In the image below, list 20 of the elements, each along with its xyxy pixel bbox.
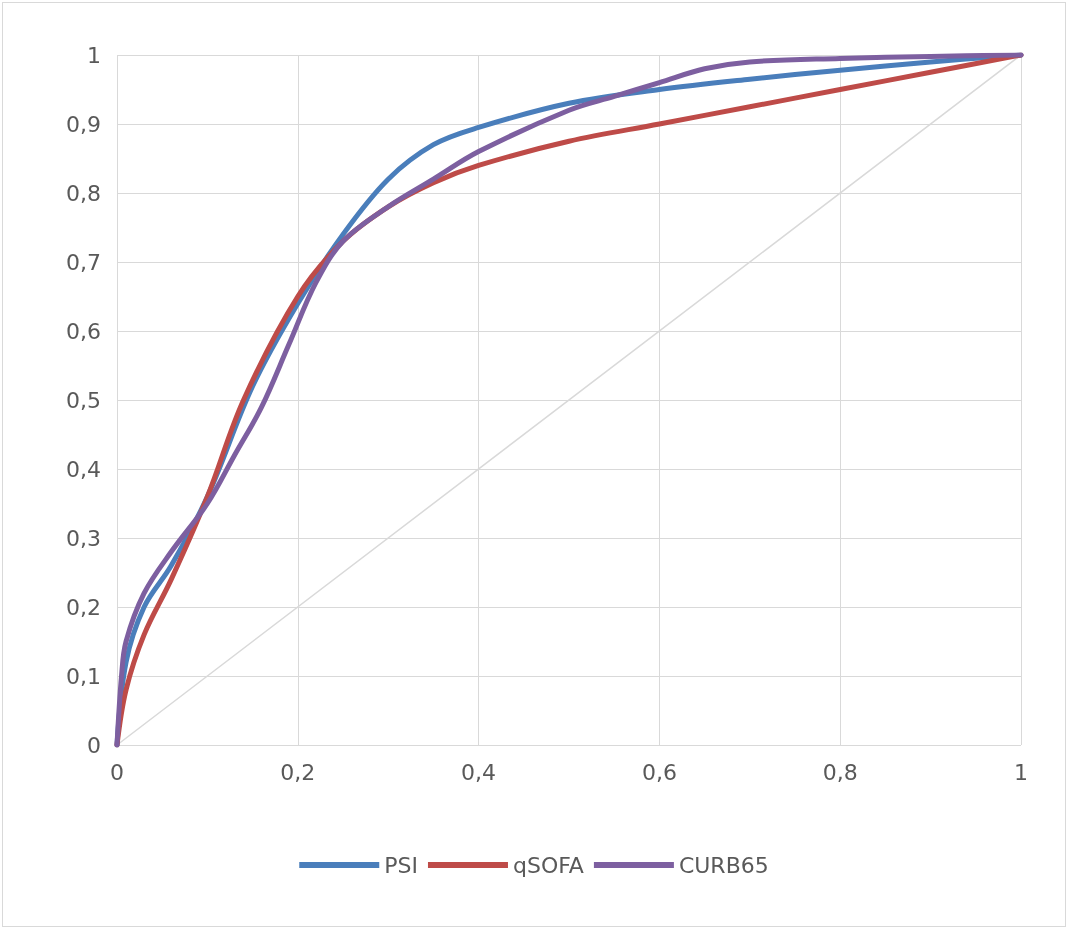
x-tick-label: 1 — [1014, 759, 1028, 785]
y-tick-label: 0,8 — [66, 180, 101, 206]
y-tick-label: 0 — [87, 732, 101, 758]
y-tick-label: 0,1 — [66, 663, 101, 689]
x-tick-label: 0,8 — [822, 759, 858, 785]
y-tick-label: 0,7 — [66, 249, 101, 275]
x-tick-label: 0 — [110, 759, 124, 785]
y-tick-label: 0,3 — [66, 525, 101, 551]
y-tick-label: 0,6 — [66, 318, 101, 344]
legend-label: CURB65 — [678, 852, 769, 878]
y-tick-label: 0,5 — [66, 387, 101, 413]
y-tick-label: 1 — [87, 42, 101, 68]
y-tick-label: 0,2 — [66, 594, 101, 620]
legend-label: PSI — [384, 852, 418, 878]
legend-label: qSOFA — [512, 852, 584, 878]
x-tick-label: 0,2 — [280, 759, 316, 785]
x-tick-label: 0,4 — [461, 759, 497, 785]
y-tick-label: 0,9 — [66, 111, 101, 137]
x-tick-label: 0,6 — [641, 759, 677, 785]
y-tick-label: 0,4 — [66, 456, 101, 482]
